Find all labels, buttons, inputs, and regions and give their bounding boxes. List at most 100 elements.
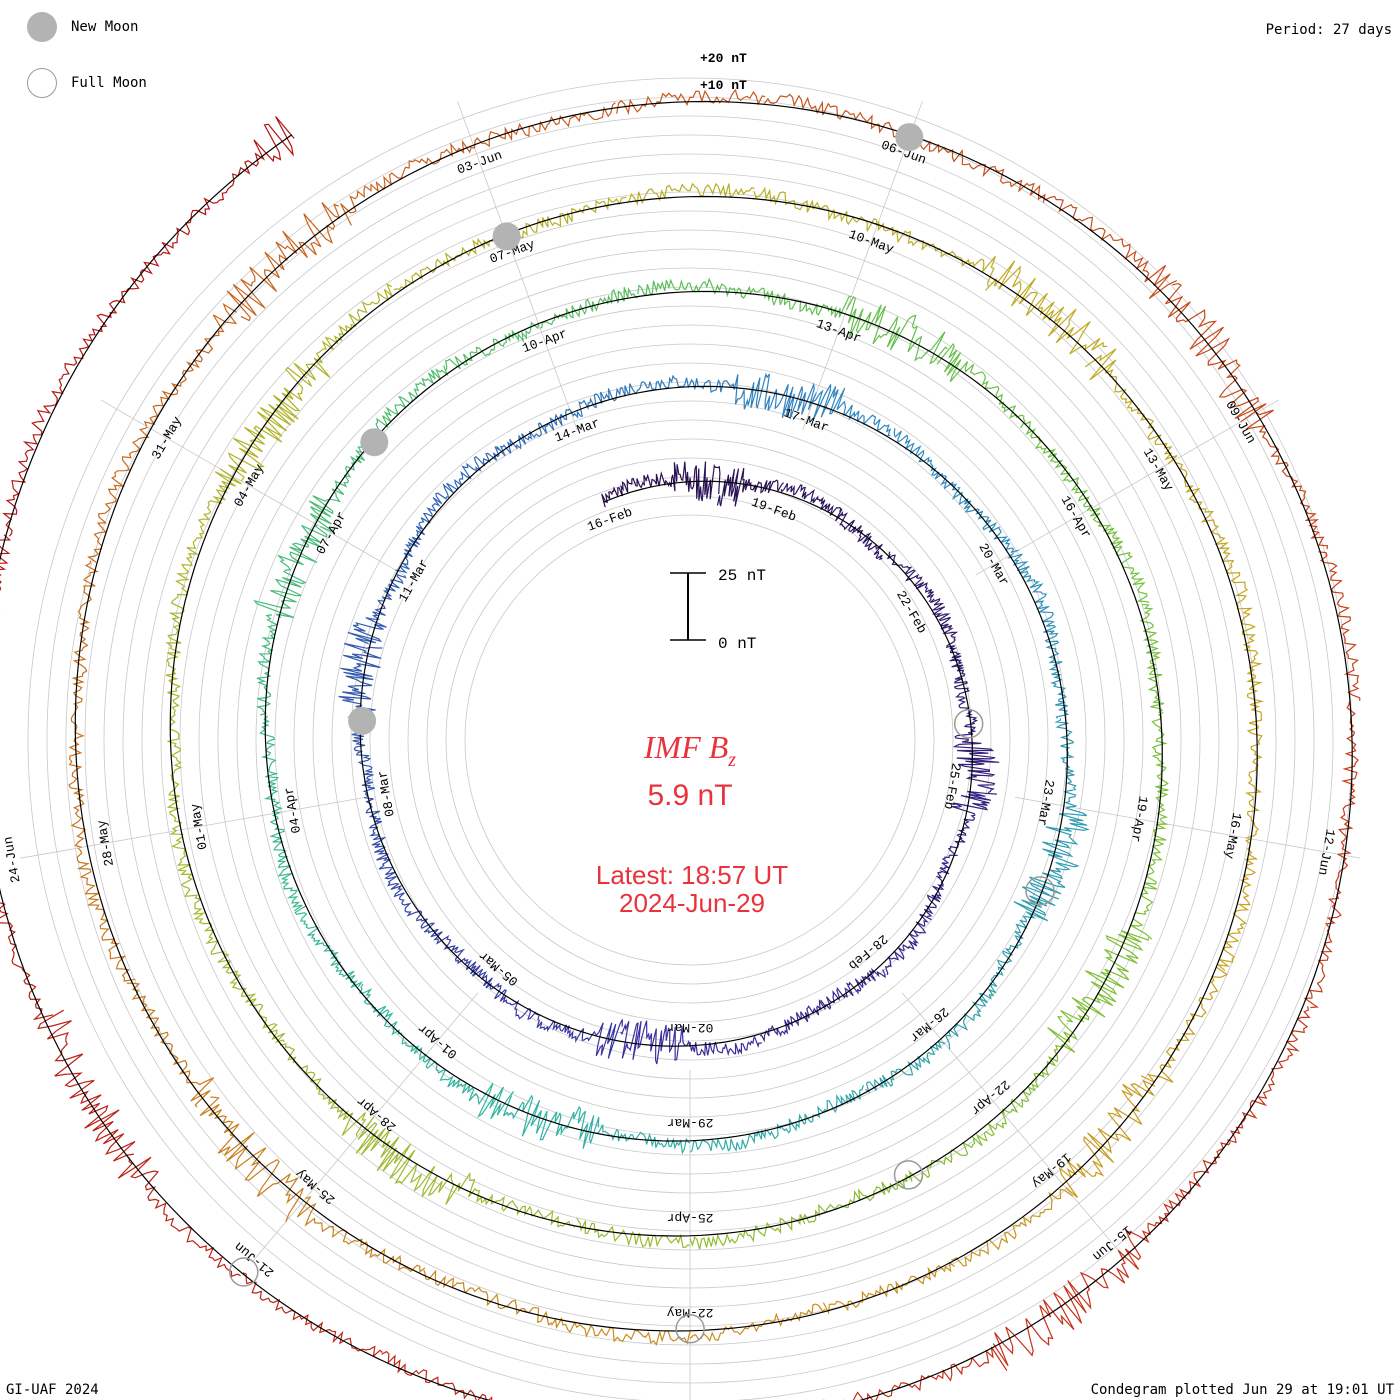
bz-trace-segment xyxy=(802,1173,911,1224)
bz-trace-segment xyxy=(951,659,979,724)
bz-trace-segment xyxy=(616,88,766,116)
bz-trace-segment xyxy=(422,1055,515,1120)
date-tick-label: 19-Apr xyxy=(1128,795,1151,844)
bz-trace-segment xyxy=(822,1261,955,1315)
bz-trace-segment xyxy=(763,93,910,143)
bz-trace-segment xyxy=(381,1350,493,1400)
bz-trace-segment xyxy=(1139,603,1165,714)
date-tick-label: 25-Apr xyxy=(667,1210,714,1225)
latest-time: Latest: 18:57 UT xyxy=(596,860,788,890)
date-tick-label: 29-Mar xyxy=(667,1115,714,1130)
date-tick-label: 08-Mar xyxy=(375,769,398,818)
full-moon-marker xyxy=(229,1257,259,1287)
full-moon-marker xyxy=(1025,876,1055,906)
bz-trace-segment xyxy=(1130,823,1168,940)
bz-trace-segment xyxy=(884,913,932,976)
bz-trace-segment xyxy=(430,928,488,987)
legend-full-moon-label: Full Moon xyxy=(71,75,147,91)
date-tick-label: 23-Mar xyxy=(1034,778,1057,827)
bz-trace-segment xyxy=(76,847,136,982)
bz-trace-segment xyxy=(340,139,475,226)
legend-new-moon-label: New Moon xyxy=(71,19,139,35)
date-tick-label: 25-Feb xyxy=(941,762,964,811)
bz-trace-segment xyxy=(985,260,1108,355)
chart-title-main: IMF B xyxy=(643,729,728,765)
new-moon-marker xyxy=(348,706,377,735)
bz-trace-segment xyxy=(162,116,295,249)
bz-trace-segment xyxy=(908,1111,1008,1182)
bz-trace-segment xyxy=(308,436,371,534)
bz-trace-segment xyxy=(945,971,1004,1050)
full-moon-icon xyxy=(27,68,57,98)
bz-trace-segment xyxy=(226,202,341,322)
bz-trace-segment xyxy=(293,283,393,381)
bz-trace-segment xyxy=(576,1217,691,1249)
bz-trace-segment xyxy=(242,1272,383,1358)
bz-trace-segment xyxy=(865,1040,946,1094)
grid-ring xyxy=(445,495,935,985)
bz-trace-segment xyxy=(1246,409,1329,550)
bz-trace-segment xyxy=(947,790,997,855)
bz-trace-segment xyxy=(689,1035,763,1057)
bz-trace-segment xyxy=(467,1178,576,1228)
bz-trace-segment xyxy=(1227,1006,1311,1144)
bz-trace-segment xyxy=(992,1250,1130,1367)
bz-trace-segment xyxy=(780,482,842,516)
bz-trace-segment xyxy=(496,408,570,457)
new-moon-marker xyxy=(895,123,924,152)
bz-trace-segment xyxy=(395,497,441,574)
grid-ring xyxy=(464,514,916,966)
bz-trace-segment xyxy=(2,377,64,537)
bz-trace-segment xyxy=(87,426,150,563)
date-tick-label: 02-Mar xyxy=(667,1020,714,1035)
date-tick-label: 19-Feb xyxy=(749,495,798,525)
bz-trace-segment xyxy=(175,468,242,589)
scale-label-plus10: +10 nT xyxy=(700,78,747,93)
grid-ring xyxy=(426,476,954,1004)
chart-title: IMF Bz xyxy=(643,729,736,771)
date-tick-label: 16-May xyxy=(1221,811,1244,860)
bz-trace-segment xyxy=(347,573,407,645)
bz-trace-segment xyxy=(117,1156,241,1278)
bz-trace-segment xyxy=(259,715,284,814)
bz-trace-segment xyxy=(637,277,743,298)
grid-spoke xyxy=(456,100,578,431)
bz-trace-segment xyxy=(1001,1016,1079,1115)
bz-trace-segment xyxy=(199,1096,304,1223)
bz-trace-segment xyxy=(423,1269,553,1326)
date-tick-label: 22-May xyxy=(666,1305,713,1320)
bz-trace-segment xyxy=(1044,195,1178,299)
bz-trace-segment xyxy=(473,102,616,149)
bz-trace-segment xyxy=(1088,507,1150,603)
bz-trace-segment xyxy=(166,709,183,832)
bz-trace-segment xyxy=(716,467,785,507)
bz-trace-segment xyxy=(689,1213,806,1250)
bz-trace-segment xyxy=(1028,806,1090,896)
bz-trace-segment xyxy=(952,722,1000,794)
bz-trace-segment xyxy=(393,231,506,291)
grid-ring xyxy=(388,438,992,1042)
date-tick-label: 31-May xyxy=(149,414,185,462)
bz-trace-segment xyxy=(689,1303,826,1342)
bz-trace-segment xyxy=(1151,711,1169,825)
bz-trace-segment xyxy=(37,1009,136,1162)
bz-trace-segment xyxy=(893,428,958,491)
bz-trace-segment xyxy=(759,998,826,1043)
date-tick-label: 25-May xyxy=(293,1166,339,1208)
grid-spoke xyxy=(252,992,479,1262)
bz-trace-segment xyxy=(1318,551,1361,701)
bz-trace-segment xyxy=(1024,420,1093,512)
bz-trace-segment xyxy=(169,830,220,946)
bz-trace-segment xyxy=(781,1085,865,1134)
chart-title-subscript: z xyxy=(727,749,736,771)
bz-trace-segment xyxy=(1007,552,1057,633)
bz-trace-segment xyxy=(620,1020,691,1065)
bz-trace-segment xyxy=(1303,853,1349,1009)
grid-spoke xyxy=(802,100,923,431)
bz-trace-segment xyxy=(296,1196,426,1273)
bz-trace-segment xyxy=(951,486,1019,554)
date-tick-label: 20-Mar xyxy=(975,541,1011,589)
bz-trace-segment xyxy=(506,196,627,243)
bz-trace-segment xyxy=(730,372,817,420)
